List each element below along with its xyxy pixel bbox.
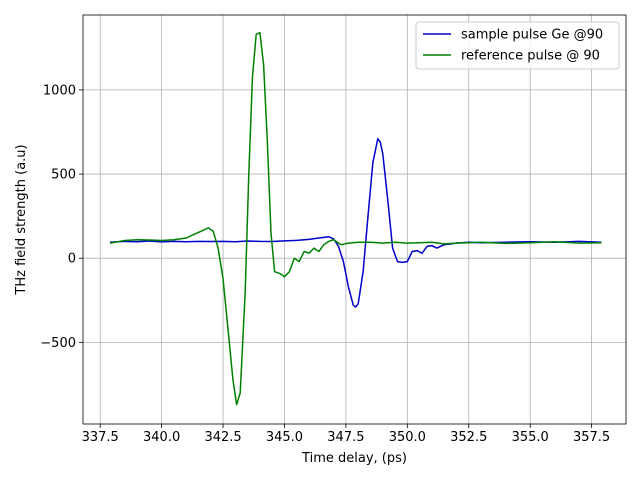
ticks: 337.5 340.0 342.5 345.0 347.5 350.0 352.5 355.0… bbox=[40, 83, 610, 445]
x-tick-label: 357.5 bbox=[573, 430, 610, 445]
y-tick-label: −500 bbox=[40, 336, 76, 351]
x-tick-label: 347.5 bbox=[327, 430, 364, 445]
y-tick-label: 500 bbox=[51, 168, 76, 183]
y-tick-label: 1000 bbox=[43, 83, 76, 98]
legend-label: reference pulse @ 90 bbox=[461, 49, 600, 64]
legend-box bbox=[415, 21, 620, 70]
x-tick-label: 352.5 bbox=[450, 430, 487, 445]
x-tick-label: 337.5 bbox=[82, 430, 119, 445]
series-lines bbox=[109, 31, 602, 406]
series-line-2 bbox=[109, 31, 602, 406]
grid bbox=[83, 15, 626, 424]
x-tick-label: 342.5 bbox=[204, 430, 241, 445]
y-axis-label: THz field strength (a.u) bbox=[14, 144, 29, 295]
x-tick-label: 355.0 bbox=[512, 430, 549, 445]
x-tick-label: 340.0 bbox=[143, 430, 180, 445]
legend-label: sample pulse Ge @90 bbox=[461, 28, 603, 43]
legend: sample pulse Ge @90 reference pulse @ 90 bbox=[415, 21, 620, 70]
x-tick-label: 350.0 bbox=[389, 430, 426, 445]
y-tick-label: 0 bbox=[68, 252, 76, 267]
plot-frame bbox=[82, 14, 627, 425]
x-axis-label: Time delay, (ps) bbox=[301, 451, 407, 466]
x-tick-label: 345.0 bbox=[266, 430, 303, 445]
